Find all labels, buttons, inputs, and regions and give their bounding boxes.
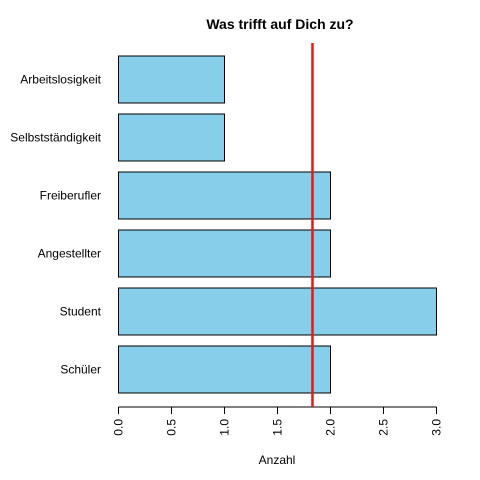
- x-tick-label: 3.0: [430, 419, 444, 436]
- bars-group: [118, 55, 437, 394]
- category-label: Angestellter: [38, 247, 101, 261]
- x-tick-label: 1.0: [218, 419, 232, 436]
- x-tick-label: 2.5: [377, 419, 391, 436]
- bar-5: [118, 55, 225, 104]
- category-label: Selbstständigkeit: [10, 131, 101, 145]
- category-label: Student: [60, 305, 102, 319]
- bar-1: [118, 287, 437, 336]
- x-tick-label: 1.5: [271, 419, 285, 436]
- bar-0: [118, 345, 331, 394]
- x-axis-label: Anzahl: [259, 453, 296, 467]
- category-label: Schüler: [60, 363, 101, 377]
- category-labels: Schüler Student Angestellter Freiberufler Se…: [10, 73, 101, 377]
- bar-2: [118, 229, 331, 278]
- x-axis: 0.0 0.5 1.0 1.5 2.0 2.5 3.0: [112, 406, 444, 436]
- bar-4: [118, 113, 225, 162]
- x-tick-label: 2.0: [324, 419, 338, 436]
- x-tick-label: 0.5: [165, 419, 179, 436]
- category-label: Freiberufler: [40, 189, 101, 203]
- bar-3: [118, 171, 331, 220]
- category-label: Arbeitslosigkeit: [20, 73, 101, 87]
- chart-title: Was trifft auf Dich zu?: [206, 16, 353, 32]
- x-tick-label: 0.0: [112, 419, 126, 436]
